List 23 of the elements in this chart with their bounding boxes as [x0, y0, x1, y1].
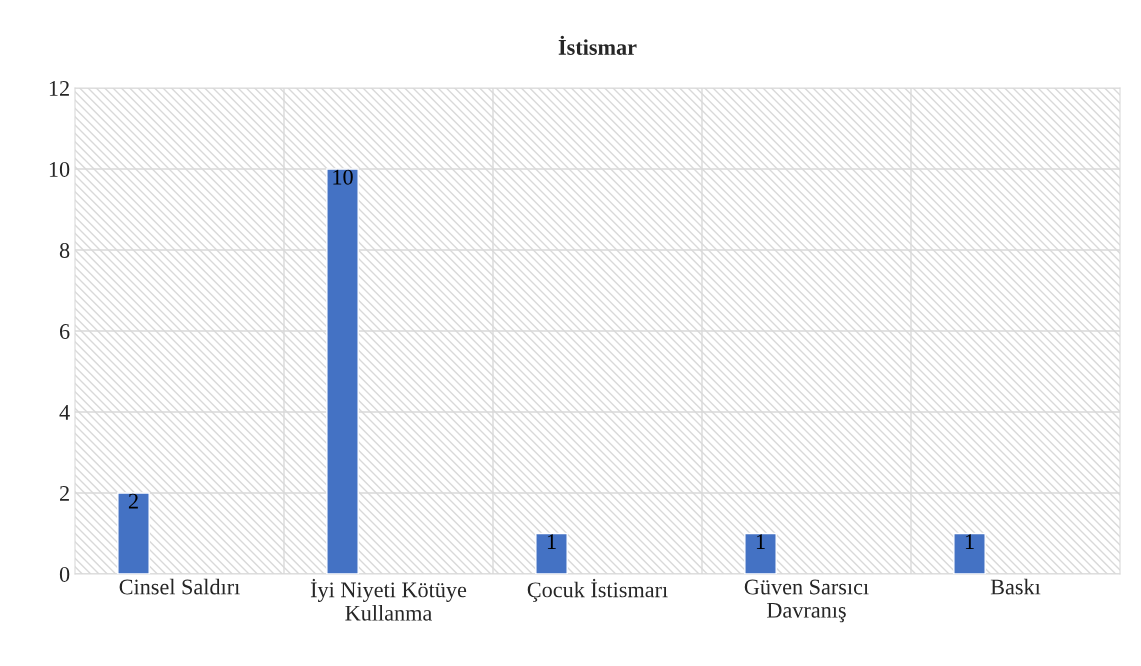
- x-tick-label: Cinsel Saldırı: [119, 578, 240, 595]
- bar: [953, 532, 986, 574]
- bar: [744, 532, 777, 574]
- y-tick-label: 2: [60, 485, 69, 501]
- y-tick-label: 12: [49, 80, 69, 96]
- y-tick-label: 10: [49, 161, 70, 177]
- bar: [535, 532, 568, 574]
- data-label: 2: [128, 493, 138, 509]
- y-tick-label: 4: [59, 405, 70, 420]
- data-label: 1: [965, 534, 974, 549]
- y-tick-label: 0: [59, 566, 70, 582]
- data-label: 1: [547, 534, 556, 549]
- x-tick-label: Güven Sarsıcı Davranış: [744, 579, 869, 623]
- bar: [326, 168, 359, 574]
- x-tick-label: Çocuk İstismarı: [527, 578, 668, 602]
- data-label: 10: [333, 169, 353, 185]
- y-tick-label: 6: [59, 323, 70, 339]
- x-tick-label: Baskı: [990, 578, 1041, 595]
- x-tick-label: İyi Niyeti Kötüye Kullanma: [310, 578, 467, 621]
- y-tick-label: 8: [59, 242, 70, 258]
- chart-title: İstismar: [558, 35, 637, 55]
- data-label: 1: [756, 534, 765, 549]
- bar: [117, 492, 150, 574]
